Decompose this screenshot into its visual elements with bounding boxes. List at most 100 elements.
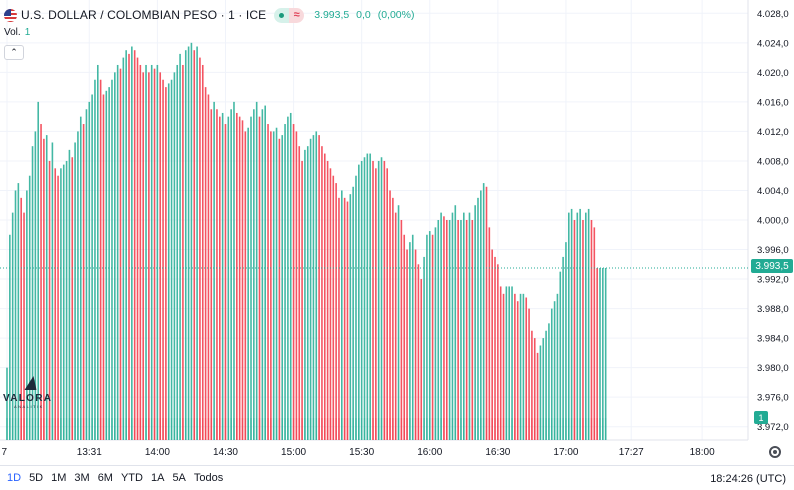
- price-bar: [153, 68, 156, 440]
- volume-bar: [261, 418, 264, 440]
- volume-bar: [437, 418, 440, 440]
- range-1d[interactable]: 1D: [7, 472, 22, 484]
- range-5d[interactable]: 5D: [29, 472, 44, 484]
- volume-bar: [14, 418, 17, 440]
- price-bar: [380, 157, 383, 440]
- change-value: 0,0: [356, 9, 371, 21]
- volume-bar: [201, 418, 204, 440]
- volume-bar: [51, 418, 54, 440]
- price-bar: [14, 190, 17, 440]
- status-pill[interactable]: ≈: [274, 7, 305, 23]
- volume-bar: [241, 418, 244, 440]
- price-bar: [204, 87, 207, 440]
- volume-bar: [360, 418, 363, 440]
- volume-bar: [519, 418, 522, 440]
- price-bar: [60, 168, 62, 440]
- price-bar: [298, 146, 301, 440]
- volume-bar: [221, 418, 224, 440]
- volume-bar: [579, 418, 581, 440]
- volume-bar: [94, 418, 96, 440]
- last-price-tag: 3.993,5: [751, 259, 793, 273]
- price-bar: [199, 57, 201, 440]
- price-bar: [491, 249, 493, 440]
- price-bar: [272, 131, 275, 440]
- price-bar: [522, 293, 525, 440]
- volume-bar: [295, 418, 298, 440]
- utc-clock[interactable]: 18:24:26 (UTC): [710, 473, 786, 485]
- volume-bar: [162, 418, 164, 440]
- volume-bar: [82, 418, 85, 440]
- volume-bar: [133, 418, 136, 440]
- range-1m[interactable]: 1M: [51, 472, 67, 484]
- market-status-icon[interactable]: [274, 7, 290, 23]
- volume-bar: [440, 418, 442, 440]
- last-value: 3.993,5: [314, 9, 350, 21]
- price-bar: [397, 205, 400, 440]
- collapse-legend-button[interactable]: ⌃: [4, 45, 24, 60]
- volume-bar: [139, 418, 142, 440]
- range-todos[interactable]: Todos: [193, 472, 224, 484]
- settings-gear-icon[interactable]: [769, 446, 781, 458]
- price-bar: [477, 197, 479, 440]
- volume-bar: [255, 418, 258, 440]
- volume-bar: [397, 418, 400, 440]
- price-bar: [201, 64, 204, 441]
- volume-bar: [270, 418, 272, 440]
- volume-bar: [417, 418, 420, 440]
- symbol-title[interactable]: U.S. DOLLAR / COLOMBIAN PESO · 1 · ICE: [21, 8, 267, 22]
- volume-bar: [165, 418, 167, 440]
- price-bar: [488, 227, 491, 440]
- price-bar: [338, 197, 340, 440]
- volume-bar: [553, 418, 556, 440]
- volume-bar: [176, 418, 179, 440]
- volume-bar: [587, 418, 590, 440]
- price-bar: [323, 153, 326, 440]
- volume-bar: [403, 418, 406, 440]
- volume-bar: [465, 418, 468, 440]
- price-bar: [156, 64, 159, 441]
- volume-bar: [190, 418, 193, 440]
- approx-toggle-icon[interactable]: ≈: [289, 7, 305, 23]
- valora-watermark-logo: VALORA ANALITIK: [3, 376, 63, 409]
- volume-bar: [383, 418, 386, 440]
- price-bar: [409, 242, 411, 440]
- price-bar: [511, 286, 513, 440]
- volume-bar: [533, 418, 536, 440]
- range-1a[interactable]: 1A: [150, 472, 165, 484]
- range-ytd[interactable]: YTD: [120, 472, 143, 484]
- range-6m[interactable]: 6M: [97, 472, 113, 484]
- volume-bar: [326, 418, 329, 440]
- x-tick-label: 14:30: [213, 447, 238, 458]
- volume-bar: [102, 418, 105, 440]
- volume-bar: [471, 418, 474, 440]
- volume-bar: [204, 418, 207, 440]
- price-bar: [363, 157, 366, 440]
- volume-bar: [576, 418, 579, 440]
- volume-bar: [301, 418, 303, 440]
- volume-bar: [153, 418, 156, 440]
- range-3m[interactable]: 3M: [74, 472, 90, 484]
- price-bar: [406, 249, 408, 440]
- price-bar: [596, 267, 598, 440]
- volume-bar: [309, 418, 312, 440]
- price-bar: [480, 190, 482, 440]
- price-bar: [604, 267, 607, 440]
- volume-bar: [567, 418, 570, 440]
- volume-bar: [502, 418, 505, 440]
- volume-bar: [525, 418, 528, 440]
- price-bar: [585, 212, 587, 440]
- price-bar: [514, 293, 516, 440]
- price-bar: [570, 208, 573, 440]
- price-bar: [352, 186, 354, 440]
- volume-bar: [542, 418, 545, 440]
- volume-bar: [514, 418, 516, 440]
- price-bar: [91, 94, 93, 440]
- price-bar: [548, 323, 550, 440]
- range-5a[interactable]: 5A: [172, 472, 186, 484]
- volume-bar: [156, 418, 159, 440]
- volume-bar: [179, 418, 181, 440]
- price-bar: [499, 286, 502, 440]
- volume-bar: [272, 418, 275, 440]
- price-bar: [267, 124, 269, 440]
